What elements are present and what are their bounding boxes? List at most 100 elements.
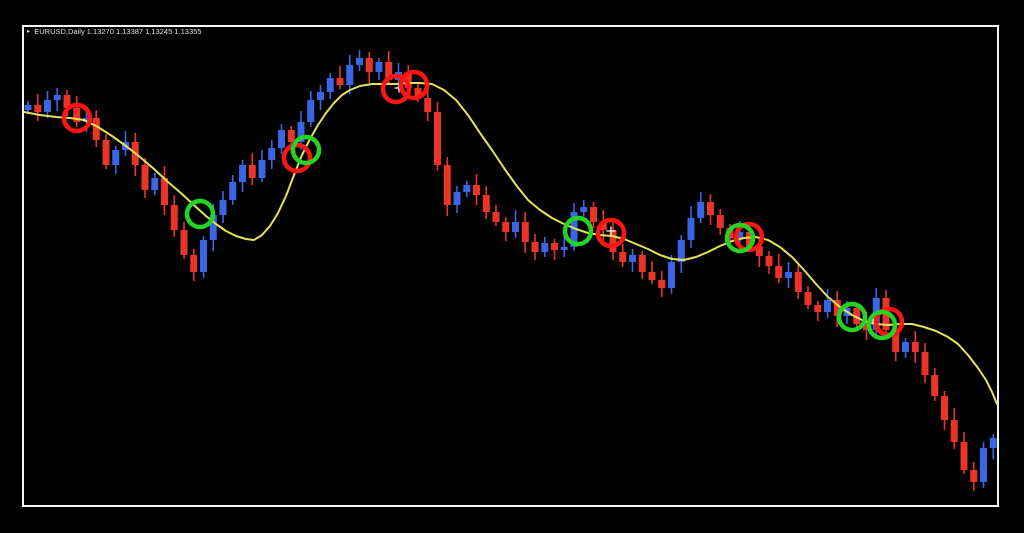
- candle-body-up: [229, 182, 237, 200]
- candle-body-up: [307, 100, 315, 122]
- candle-body-down: [414, 88, 422, 98]
- candle-body-up: [24, 105, 32, 110]
- candle-body-down: [336, 78, 344, 85]
- candle-body-down: [551, 243, 558, 250]
- candle-body-down: [141, 165, 149, 190]
- buy-signal-circle: [836, 301, 868, 333]
- candle-body-down: [365, 58, 373, 72]
- candle-body-down: [950, 420, 958, 442]
- candle-body-up: [785, 272, 792, 278]
- candle-body-up: [326, 78, 334, 92]
- candle-body-down: [814, 305, 822, 312]
- chart-title-bar: ▸ EURUSD,Daily 1.13270 1.13387 1.13245 1…: [27, 27, 201, 36]
- candle-body-down: [658, 280, 666, 288]
- candle-body-down: [746, 232, 753, 246]
- candle-body-up: [209, 215, 217, 240]
- candle-body-up: [375, 62, 383, 72]
- candle-body-up: [297, 122, 305, 142]
- candle-body-down: [443, 165, 451, 205]
- sell-signal-circle: [281, 142, 313, 174]
- candle-body-down: [170, 205, 178, 230]
- buy-signal-circle: [866, 309, 898, 341]
- buy-signal-circle: [562, 215, 594, 247]
- candle-body-up: [463, 185, 471, 192]
- candle-body-up: [570, 212, 578, 247]
- candle-body-up: [356, 58, 363, 65]
- candle-body-down: [473, 185, 480, 195]
- candle-body-down: [707, 202, 714, 215]
- candle-body-up: [697, 202, 705, 218]
- candle-body-down: [34, 105, 42, 112]
- candle-body-down: [287, 130, 295, 142]
- candle-body-down: [521, 222, 529, 242]
- sell-signal-circle: [61, 102, 93, 134]
- candle-body-down: [63, 95, 71, 108]
- candle-body-down: [804, 292, 812, 305]
- candle-body-up: [512, 222, 519, 232]
- candle-body-down: [853, 308, 861, 324]
- candle-body-down: [619, 252, 627, 262]
- candle-body-down: [482, 195, 490, 212]
- candle-body-down: [102, 140, 110, 165]
- candle-body-down: [638, 255, 646, 272]
- candle-body-down: [911, 342, 919, 352]
- candle-body-up: [151, 178, 159, 190]
- candle-body-down: [161, 178, 168, 205]
- candle-body-down: [590, 207, 597, 222]
- candle-body-down: [73, 108, 81, 122]
- candle-body-down: [775, 266, 783, 278]
- candle-body-down: [931, 375, 939, 396]
- candle-body-down: [960, 442, 968, 470]
- candle-body-up: [44, 100, 51, 112]
- candle-body-down: [531, 242, 539, 252]
- sell-signal-circle: [380, 73, 412, 105]
- candle-body-up: [560, 247, 568, 250]
- candle-body-up: [677, 240, 685, 262]
- candle-body-down: [755, 246, 763, 256]
- candle-body-up: [53, 95, 61, 100]
- candle-body-down: [765, 256, 773, 266]
- ma-line: [23, 82, 998, 405]
- candle-body-down: [190, 255, 198, 272]
- candle-body-down: [941, 396, 948, 420]
- sell-signal-circle: [595, 217, 627, 249]
- candle-body-up: [580, 207, 588, 212]
- candle-body-down: [492, 212, 500, 222]
- buy-signal-circle: [724, 222, 756, 254]
- candle-body-down: [92, 118, 100, 140]
- candle-body-up: [83, 118, 90, 122]
- candle-body-up: [112, 150, 120, 165]
- chart-frame-border: [22, 25, 999, 507]
- candle-body-up: [278, 130, 285, 148]
- candle-body-up: [346, 65, 354, 85]
- candle-body-down: [502, 222, 510, 232]
- candle-body-down: [248, 165, 256, 178]
- buy-signal-circle: [184, 198, 216, 230]
- candle-body-up: [268, 148, 276, 160]
- candle-body-up: [258, 160, 266, 178]
- candle-body-down: [921, 352, 929, 375]
- buy-signal-circle: [290, 134, 322, 166]
- candle-body-up: [219, 200, 227, 215]
- candle-body-up: [453, 192, 461, 205]
- candle-body-up: [989, 438, 997, 448]
- candle-body-down: [716, 215, 724, 228]
- candle-body-down: [599, 222, 607, 230]
- candle-body-down: [892, 330, 900, 352]
- candle-body-down: [609, 230, 617, 252]
- candle-body-up: [668, 262, 675, 288]
- candle-body-down: [648, 272, 656, 280]
- candle-body-down: [794, 272, 802, 292]
- candle-body-up: [687, 218, 695, 240]
- candle-body-down: [970, 470, 978, 482]
- candle-body-up: [541, 243, 549, 252]
- symbol-ohlc-label: EURUSD,Daily 1.13270 1.13387 1.13245 1.1…: [34, 27, 202, 36]
- candle-body-up: [317, 92, 324, 100]
- candle-body-down: [434, 112, 441, 165]
- candle-body-up: [824, 300, 831, 312]
- candle-body-down: [385, 62, 393, 80]
- candle-body-up: [980, 448, 987, 482]
- candle-body-down: [833, 300, 841, 316]
